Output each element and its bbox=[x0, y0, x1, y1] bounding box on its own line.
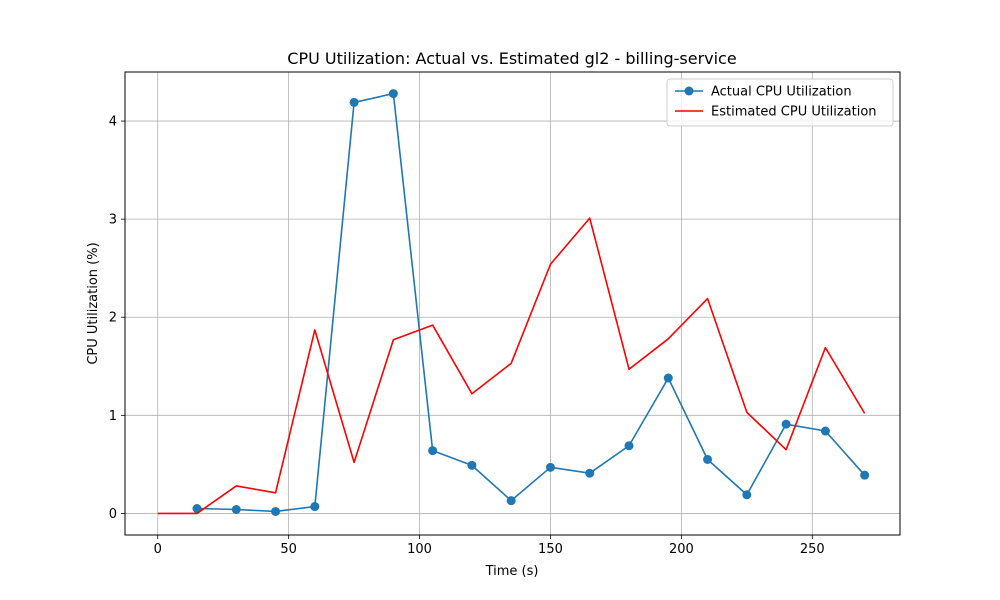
actual-cpu-utilization-point bbox=[388, 89, 398, 99]
legend-box bbox=[666, 78, 894, 127]
actual-cpu-utilization-line bbox=[196, 92, 866, 513]
plot-frame bbox=[124, 71, 901, 536]
y-axis-label: CPU Utilization (%) bbox=[86, 242, 101, 364]
actual-cpu-utilization-point bbox=[192, 504, 202, 514]
x-tick-label: 50 bbox=[280, 542, 297, 557]
legend: Actual CPU Utilization Estimated CPU Util… bbox=[666, 78, 894, 127]
actual-cpu-utilization-point bbox=[467, 460, 477, 470]
actual-cpu-utilization-point bbox=[624, 441, 634, 451]
y-tick-label: 1 bbox=[109, 409, 117, 424]
y-tick-label: 4 bbox=[109, 115, 117, 130]
x-tick-label: 150 bbox=[538, 542, 563, 557]
x-tick-label: 250 bbox=[800, 542, 825, 557]
actual-cpu-utilization-point bbox=[820, 426, 830, 436]
actual-cpu-utilization-point bbox=[545, 462, 555, 472]
actual-cpu-utilization-point bbox=[781, 419, 791, 429]
actual-cpu-utilization-point bbox=[585, 468, 595, 478]
actual-cpu-utilization-point bbox=[860, 470, 870, 480]
chart-title: CPU Utilization: Actual vs. Estimated gl… bbox=[287, 49, 736, 68]
legend-label: Actual CPU Utilization bbox=[711, 85, 852, 100]
x-tick-label: 200 bbox=[669, 542, 694, 557]
actual-cpu-utilization-point bbox=[742, 490, 752, 500]
actual-cpu-utilization-legend-marker bbox=[684, 86, 694, 96]
y-tick-label: 3 bbox=[109, 213, 117, 228]
actual-cpu-utilization-point bbox=[271, 506, 281, 516]
actual-cpu-utilization-point bbox=[703, 454, 713, 464]
actual-cpu-utilization-point bbox=[663, 373, 673, 383]
actual-cpu-utilization-point bbox=[506, 496, 516, 506]
x-axis-label: Time (s) bbox=[485, 564, 539, 579]
y-tick-label: 2 bbox=[109, 311, 117, 326]
x-tick-label: 100 bbox=[407, 542, 432, 557]
actual-cpu-utilization-point bbox=[428, 446, 438, 456]
axis-ticks: 0 50 100 150 200 250 0 1 2 3 4 bbox=[109, 115, 825, 557]
legend-label: Estimated CPU Utilization bbox=[711, 105, 877, 120]
y-tick-label: 0 bbox=[109, 507, 117, 522]
estimated-cpu-utilization-line bbox=[157, 217, 866, 515]
actual-cpu-utilization-point bbox=[349, 97, 359, 107]
actual-cpu-utilization-point bbox=[310, 502, 320, 512]
x-tick-label: 0 bbox=[154, 542, 162, 557]
series-layer bbox=[157, 89, 870, 516]
actual-cpu-utilization-point bbox=[231, 504, 241, 514]
